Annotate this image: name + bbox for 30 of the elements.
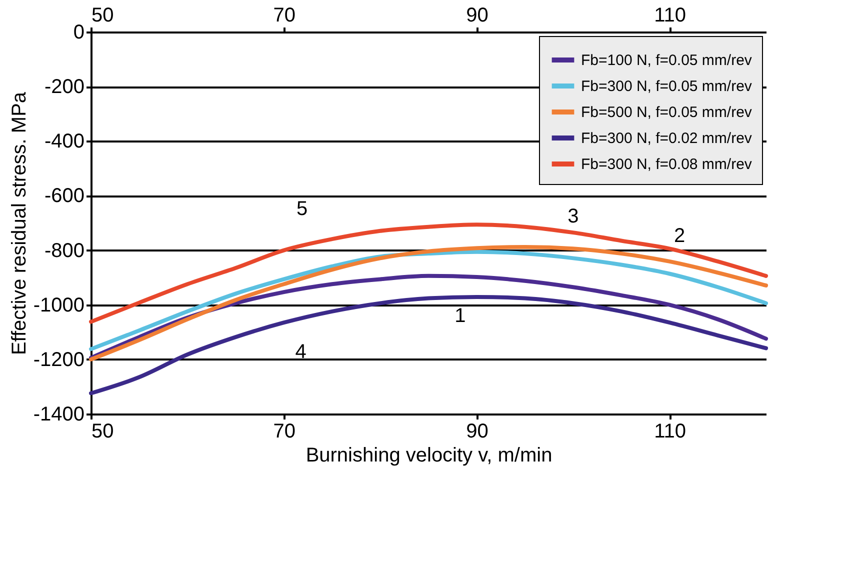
x2-tick-label: 50 [92,4,114,26]
x2-tick-label: 70 [273,4,296,26]
y-tick-label: -1400 [33,404,84,426]
x-axis-title: Burnishing velocity v, m/min [306,444,552,466]
legend-label: Fb=100 N, f=0.05 mm/rev [581,52,752,69]
annotation: 4 [295,340,306,363]
annotation: 5 [296,198,308,220]
annotation: 3 [568,206,579,228]
legend-label: Fb=300 N, f=0.05 mm/rev [581,78,752,95]
x2-tick-label: 90 [466,4,488,26]
y-tick-label: -400 [44,130,84,153]
legend-label: Fb=300 N, f=0.08 mm/rev [581,156,752,173]
y-tick-label: -800 [44,240,84,262]
y-tick-label: -1200 [33,348,84,371]
y-tick-label: -600 [44,185,84,208]
x2-tick-label: 110 [654,4,686,26]
legend-label: Fb=500 N, f=0.05 mm/rev [581,104,752,121]
y-tick-label: 0 [73,22,84,44]
x-tick-label: 50 [92,420,114,442]
line-series [89,222,768,324]
x-tick-label: 110 [654,420,686,442]
y-axis-title: Effective residual stress. MPa [8,91,30,356]
x-tick-label: 70 [273,420,296,442]
x-tick-label: 90 [466,420,488,442]
line-series [89,294,768,396]
annotation: 1 [454,305,466,328]
y-tick-label: -200 [44,76,84,98]
annotation: 2 [674,224,686,247]
y-tick-label: -1000 [33,294,84,316]
legend-label: Fb=300 N, f=0.02 mm/rev [581,130,752,147]
